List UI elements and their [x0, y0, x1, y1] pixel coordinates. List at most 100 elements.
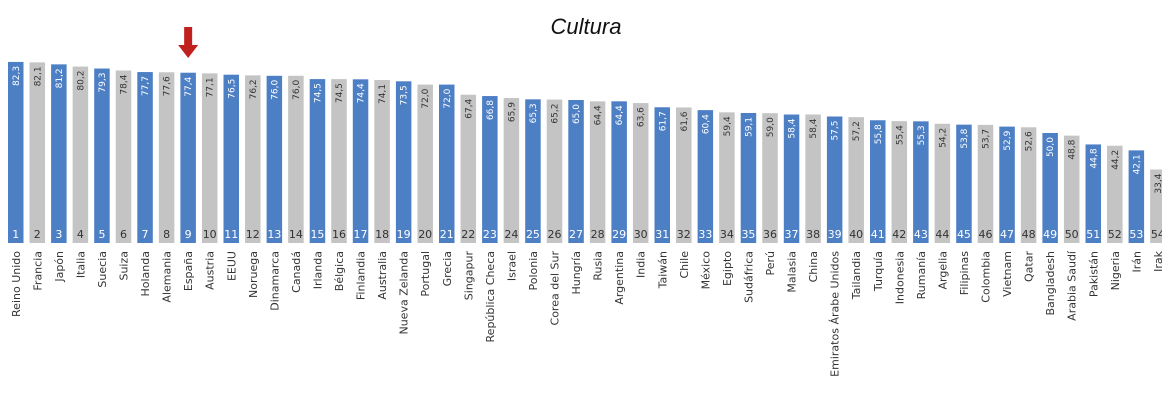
category-label: EEUU [225, 251, 238, 281]
bar [697, 110, 714, 244]
category-label: Bélgica [333, 251, 346, 291]
bar [719, 112, 735, 243]
bar [1107, 145, 1123, 243]
value-label: 65,3 [529, 103, 539, 123]
category-label: España [182, 251, 195, 291]
category-label: India [635, 251, 648, 278]
value-label: 76,2 [249, 79, 259, 99]
highlight-arrow-icon [178, 27, 199, 58]
value-label: 53,7 [982, 129, 992, 149]
rank-label: 14 [289, 228, 303, 241]
bar [8, 61, 24, 243]
value-label: 59,0 [766, 117, 776, 137]
category-label: Italia [74, 251, 87, 278]
category-label: Perú [764, 251, 777, 276]
bar [180, 72, 196, 243]
category-label: Israel [505, 251, 518, 281]
rank-label: 15 [310, 228, 324, 241]
value-label: 74,5 [313, 83, 323, 103]
bar [1020, 127, 1037, 243]
rank-label: 30 [634, 228, 648, 241]
category-label: Bangladesh [1044, 251, 1057, 316]
bar [870, 120, 886, 243]
bar [546, 99, 563, 243]
bar [395, 81, 412, 243]
value-label: 72,0 [421, 88, 431, 108]
category-label: Suiza [118, 251, 131, 281]
value-label: 66,8 [486, 100, 496, 120]
category-label: Malasia [786, 251, 799, 293]
value-label: 44,8 [1089, 148, 1099, 168]
value-label: 58,4 [788, 118, 798, 138]
rank-label: 10 [203, 228, 217, 241]
value-label: 77,4 [184, 76, 194, 96]
category-label: Suecia [96, 251, 109, 288]
bar [439, 84, 455, 243]
bar [632, 103, 649, 243]
rank-label: 17 [354, 228, 368, 241]
category-label: Irán [1130, 251, 1143, 273]
rank-label: 11 [224, 228, 238, 241]
rank-label: 41 [871, 228, 885, 241]
value-label: 65,2 [551, 104, 561, 124]
category-label: Finlandia [355, 251, 368, 300]
bar [137, 72, 153, 243]
value-label: 59,4 [723, 116, 733, 136]
rank-label: 44 [935, 228, 949, 241]
rank-label: 35 [741, 228, 755, 241]
bar [417, 84, 433, 243]
value-label: 55,8 [874, 124, 884, 144]
category-label: China [807, 251, 820, 282]
rank-label: 46 [979, 228, 993, 241]
category-label: Emiratos Árabe Unidos [829, 251, 842, 377]
bar [288, 75, 304, 243]
bar [805, 114, 821, 244]
value-label: 72,0 [443, 88, 453, 108]
category-label: Tailandia [850, 251, 863, 300]
value-label: 57,2 [852, 121, 862, 141]
category-label: Austria [204, 251, 217, 290]
value-label: 67,4 [464, 98, 474, 118]
value-label: 65,9 [507, 102, 517, 122]
category-label: Dinamarca [268, 251, 281, 311]
bar [94, 68, 110, 243]
value-label: 74,5 [335, 83, 345, 103]
rank-label: 53 [1129, 228, 1143, 241]
rank-label: 25 [526, 228, 540, 241]
value-label: 52,9 [1003, 130, 1013, 150]
category-label: Argelia [936, 251, 949, 289]
rank-label: 21 [440, 228, 454, 241]
rank-label: 5 [98, 228, 105, 241]
value-label: 55,3 [917, 125, 927, 145]
rank-label: 47 [1000, 228, 1014, 241]
value-label: 57,5 [831, 121, 841, 141]
rank-label: 12 [246, 228, 260, 241]
category-label: Irlanda [311, 251, 324, 289]
value-label: 60,4 [701, 114, 711, 134]
bar [891, 121, 908, 243]
value-label: 58,4 [809, 118, 819, 138]
rank-label: 54 [1151, 228, 1162, 241]
rank-label: 36 [763, 228, 777, 241]
value-label: 77,6 [163, 76, 173, 96]
value-label: 73,5 [400, 85, 410, 105]
bar [331, 79, 347, 243]
category-label: Egipto [721, 251, 734, 286]
rank-label: 34 [720, 228, 734, 241]
value-label: 76,0 [270, 80, 280, 100]
bar [223, 74, 239, 243]
category-label: Filipinas [958, 251, 971, 295]
rank-label: 26 [548, 228, 562, 241]
rank-label: 45 [957, 228, 971, 241]
rank-label: 1 [12, 228, 19, 241]
category-label: México [699, 251, 712, 290]
rank-label: 22 [461, 228, 475, 241]
rank-label: 37 [785, 228, 799, 241]
value-label: 55,4 [895, 125, 905, 145]
value-label: 76,0 [292, 80, 302, 100]
bar [201, 73, 218, 243]
rank-label: 28 [591, 228, 605, 241]
value-label: 48,8 [1068, 139, 1078, 159]
rank-label: 52 [1108, 228, 1122, 241]
rank-label: 19 [397, 228, 411, 241]
